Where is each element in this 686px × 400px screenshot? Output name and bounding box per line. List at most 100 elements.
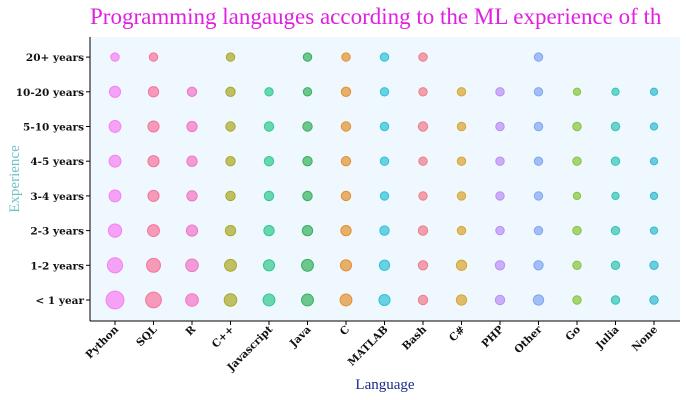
x-axis-title: Language (355, 377, 414, 393)
bubble-javascript-10-20-years (264, 87, 274, 97)
bubble-matlab-2-3-years (379, 225, 390, 236)
y-tick-label-10-20-years: 10-20 years (16, 87, 84, 99)
bubble-julia-3-4-years (611, 191, 620, 201)
bubble-c-1-year (339, 293, 353, 307)
x-tick-label-matlab: MATLAB (346, 324, 391, 369)
y-tick-label-5-10-years: 5-10 years (23, 122, 84, 134)
bubble-python-1-2-years (106, 257, 124, 274)
x-tick-label-other: Other (512, 323, 545, 356)
bubble-sql-4-5-years (147, 155, 160, 168)
bubble-none-1-2-years (649, 260, 659, 270)
bubble-bash-10-20-years (418, 87, 428, 97)
bubble-bash-1-year (417, 294, 429, 306)
bubble-c-2-3-years (224, 224, 237, 237)
bubble-c-4-5-years (340, 156, 352, 167)
bubble-python-2-3-years (107, 223, 123, 238)
bubble-javascript-5-10-years (263, 121, 275, 132)
x-tick-label-none: None (630, 323, 661, 354)
bubble-other-1-2-years (533, 260, 544, 271)
bubble-javascript-1-2-years (262, 259, 276, 272)
bubble-c-3-4-years (340, 190, 352, 202)
bubble-php-2-3-years (495, 225, 505, 236)
bubble-r-10-20-years (186, 86, 198, 97)
bubble-bash-4-5-years (418, 156, 428, 166)
x-tick-label-php: PHP (479, 324, 506, 351)
bubble-go-4-5-years (572, 156, 582, 166)
bubble-c-10-20-years (225, 86, 236, 97)
bubble-sql-3-4-years (147, 189, 160, 202)
bubble-c-2-3-years (456, 225, 467, 236)
y-tick-label-20-years: 20+ years (26, 52, 84, 64)
chart-title: Programming langauges according to the M… (90, 4, 662, 29)
bubble-java-2-3-years (301, 224, 314, 237)
bubble-c-1-year (455, 294, 468, 306)
bubble-sql-1-2-years (146, 257, 161, 273)
bubble-c-2-3-years (340, 224, 352, 237)
bubble-php-1-2-years (494, 260, 506, 271)
bubble-java-1-2-years (301, 258, 314, 272)
x-tick-label-java: Java (287, 324, 314, 351)
y-tick-label-1-2-years: 1-2 years (30, 260, 84, 272)
y-tick-label-3-4-years: 3-4 years (30, 191, 84, 203)
bubble-java-10-20-years (302, 87, 313, 97)
bubble-other-1-year (532, 294, 545, 306)
bubble-bash-3-4-years (418, 191, 428, 201)
bubble-go-10-20-years (572, 87, 582, 96)
bubble-python-10-20-years (108, 85, 122, 98)
bubble-c-4-5-years (456, 156, 467, 166)
plot-area (90, 37, 680, 321)
bubble-none-1-year (649, 295, 659, 305)
bubble-other-4-5-years (533, 156, 544, 166)
x-tick-label-bash: Bash (400, 323, 429, 352)
bubble-c-1-year (223, 293, 238, 307)
bubble-matlab-20-years (379, 52, 390, 62)
bubble-r-3-4-years (186, 190, 198, 202)
bubble-php-1-year (494, 294, 506, 306)
bubble-c-1-2-years (224, 258, 237, 272)
bubble-python-5-10-years (108, 120, 122, 133)
y-tick-label-1-year: < 1 year (35, 295, 84, 307)
bubble-c-20-years (341, 52, 351, 62)
bubble-julia-10-20-years (611, 87, 620, 96)
bubble-c-5-10-years (225, 121, 236, 132)
bubble-other-3-4-years (533, 191, 544, 201)
bubble-julia-2-3-years (610, 225, 621, 236)
bubble-php-4-5-years (495, 156, 505, 166)
bubble-go-1-year (572, 295, 582, 305)
x-tick-label-c: C# (447, 323, 468, 344)
bubble-r-5-10-years (186, 120, 198, 133)
bubble-bash-2-3-years (417, 225, 429, 236)
bubble-php-5-10-years (495, 121, 505, 132)
bubble-bash-20-years (418, 52, 428, 62)
bubble-python-20-years (110, 52, 120, 62)
bubble-python-3-4-years (108, 189, 122, 203)
bubble-none-4-5-years (649, 157, 659, 166)
bubble-c-5-10-years (340, 121, 352, 132)
y-tick-label-4-5-years: 4-5 years (30, 156, 84, 168)
bubble-javascript-2-3-years (263, 224, 275, 237)
bubble-java-3-4-years (302, 190, 313, 202)
bubble-c-3-4-years (225, 190, 236, 202)
bubble-java-1-year (301, 293, 314, 307)
bubble-python-1-year (105, 290, 125, 310)
bubble-sql-20-years (148, 52, 159, 62)
bubble-php-3-4-years (495, 191, 505, 201)
bubble-c-1-2-years (455, 259, 468, 271)
bubble-c-3-4-years (456, 191, 467, 201)
bubble-bash-5-10-years (417, 121, 429, 132)
x-tick-label-sql: SQL (134, 323, 160, 349)
bubble-other-2-3-years (533, 225, 544, 236)
bubble-matlab-3-4-years (379, 191, 390, 201)
bubble-none-5-10-years (649, 122, 659, 131)
bubble-r-1-2-years (185, 258, 199, 273)
bubble-c-4-5-years (225, 156, 236, 167)
bubble-r-4-5-years (186, 155, 198, 167)
bubble-c-20-years (225, 52, 236, 62)
bubble-none-3-4-years (649, 191, 659, 201)
bubble-bash-1-2-years (417, 260, 429, 271)
x-tick-label-python: Python (84, 323, 122, 361)
bubble-julia-1-2-years (610, 260, 621, 270)
bubble-c-10-20-years (340, 86, 352, 97)
bubble-matlab-5-10-years (379, 121, 390, 132)
